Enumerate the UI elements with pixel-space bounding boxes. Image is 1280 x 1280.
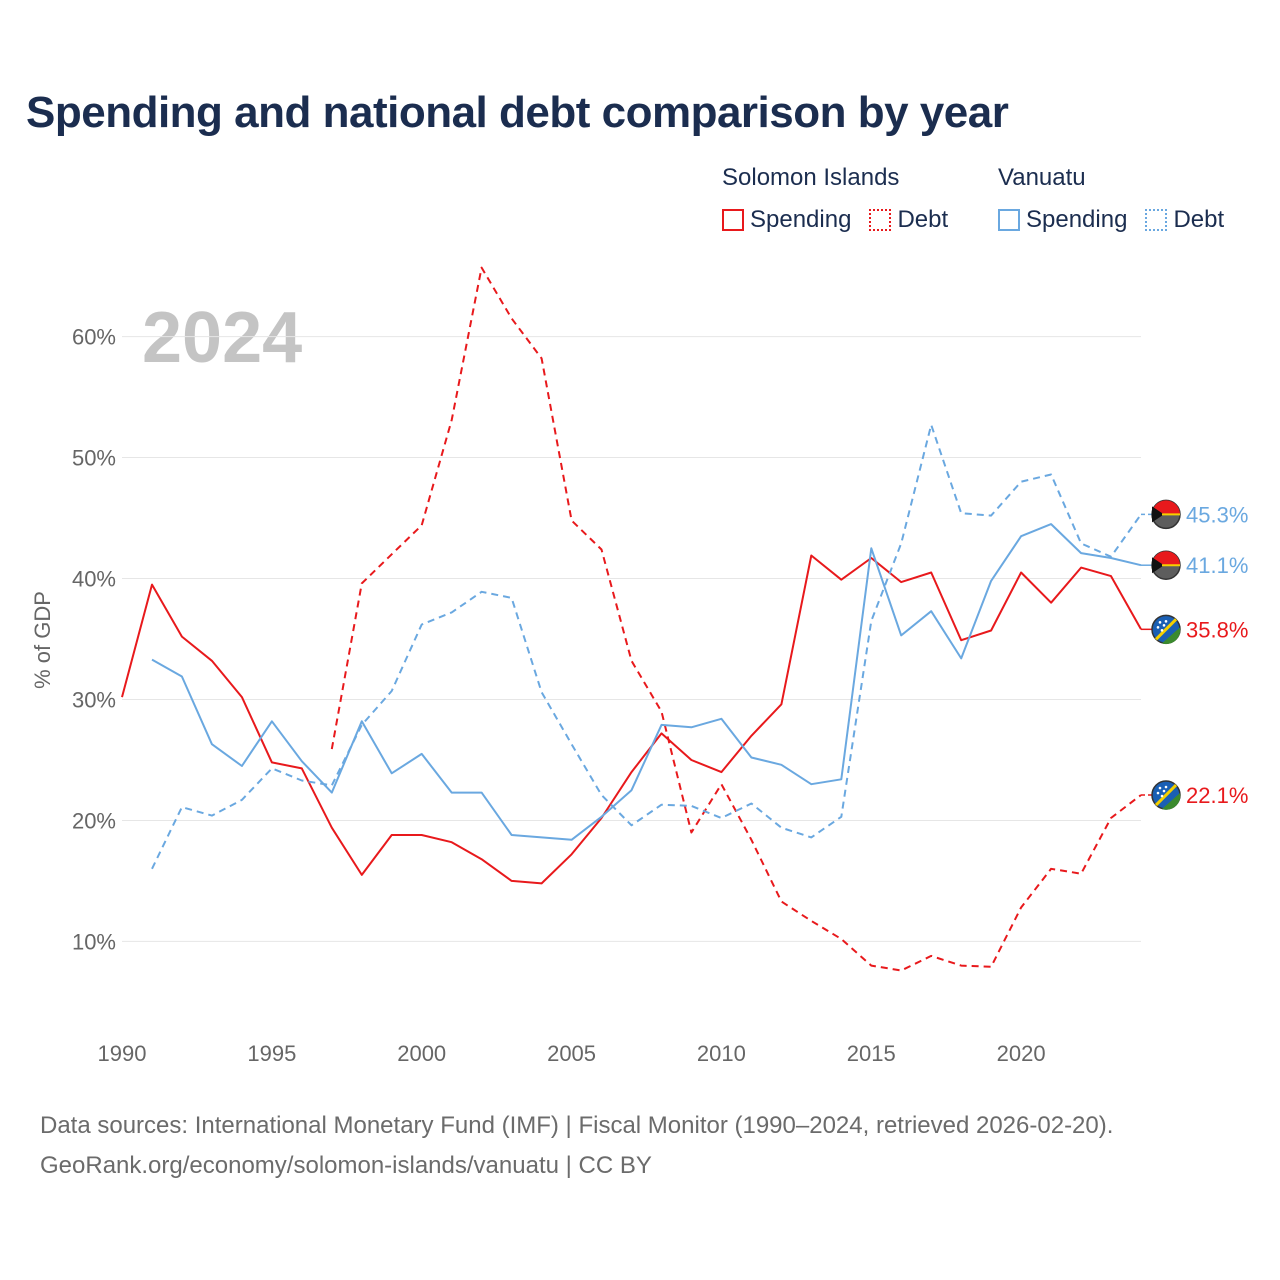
x-tick-label: 2005 — [547, 1041, 596, 1066]
x-tick-label: 2010 — [697, 1041, 746, 1066]
sources-line-2[interactable]: GeoRank.org/economy/solomon-islands/vanu… — [40, 1152, 652, 1179]
legend-group-label: Solomon Islands — [722, 164, 900, 191]
legend-group-vanuatu: Vanuatu Spending Debt — [998, 162, 1224, 236]
series-line-solomon-islands-debt — [330, 266, 1142, 972]
end-value-label: 22.1% — [1186, 783, 1248, 808]
legend-item-solomon-spending[interactable]: Spending — [722, 206, 851, 234]
chart-title: Spending and national debt comparison by… — [26, 88, 1009, 137]
end-markers: 45.3% 41.1% 35.8% 22.1% — [1141, 499, 1248, 810]
legend-item-label: Spending — [750, 206, 852, 233]
series-line-vanuatu-spending — [151, 523, 1142, 841]
y-tick-label: 30% — [72, 687, 116, 712]
sources-line-1: Data sources: International Monetary Fun… — [40, 1112, 1114, 1139]
legend-swatch-dotted — [869, 209, 892, 231]
y-axis-title: % of GDP — [30, 591, 55, 689]
legend-item-vanuatu-debt[interactable]: Debt — [1145, 206, 1224, 234]
end-value-label: 45.3% — [1186, 502, 1248, 527]
solomon-islands-flag-icon — [1151, 780, 1181, 810]
year-label: 2024 — [142, 298, 302, 378]
y-tick-label: 50% — [72, 446, 116, 471]
series-layer — [121, 266, 1142, 972]
y-tick-label: 40% — [72, 567, 116, 592]
y-tick-label: 10% — [72, 929, 116, 954]
x-tick-label: 1995 — [247, 1041, 296, 1066]
end-value-label: 41.1% — [1186, 553, 1248, 578]
x-tick-label: 2000 — [397, 1041, 446, 1066]
y-tick-label: 20% — [72, 808, 116, 833]
legend-item-label: Spending — [1026, 206, 1128, 233]
solomon-islands-flag-icon — [1151, 614, 1181, 645]
legend-item-solomon-debt[interactable]: Debt — [869, 206, 948, 234]
data-sources: Data sources: International Monetary Fun… — [40, 1106, 1113, 1186]
grid-layer — [122, 336, 1141, 942]
legend-swatch-solid — [998, 209, 1020, 231]
legend-item-label: Debt — [1173, 206, 1225, 233]
vanuatu-flag-icon — [1151, 550, 1181, 580]
x-tick-label: 1990 — [98, 1041, 147, 1066]
legend-item-label: Debt — [897, 206, 949, 233]
legend-group-label: Vanuatu — [998, 164, 1086, 191]
tick-labels: 10% 20% 30% 40% 50% 60% 1990 1995 2000 2005 2010 20… — [72, 325, 1046, 1066]
legend-item-vanuatu-spending[interactable]: Spending — [998, 206, 1127, 234]
y-tick-label: 60% — [72, 325, 116, 350]
series-line-solomon-islands-spending — [121, 554, 1142, 885]
legend-swatch-dotted — [1145, 209, 1168, 231]
vanuatu-flag-icon — [1151, 499, 1181, 530]
end-value-label: 35.8% — [1186, 617, 1248, 642]
legend-group-solomon-islands: Solomon Islands Spending Debt — [722, 162, 948, 236]
x-tick-label: 2020 — [997, 1041, 1046, 1066]
legend-swatch-solid — [722, 209, 744, 231]
x-tick-label: 2015 — [847, 1041, 896, 1066]
series-line-vanuatu-debt — [151, 423, 1142, 870]
